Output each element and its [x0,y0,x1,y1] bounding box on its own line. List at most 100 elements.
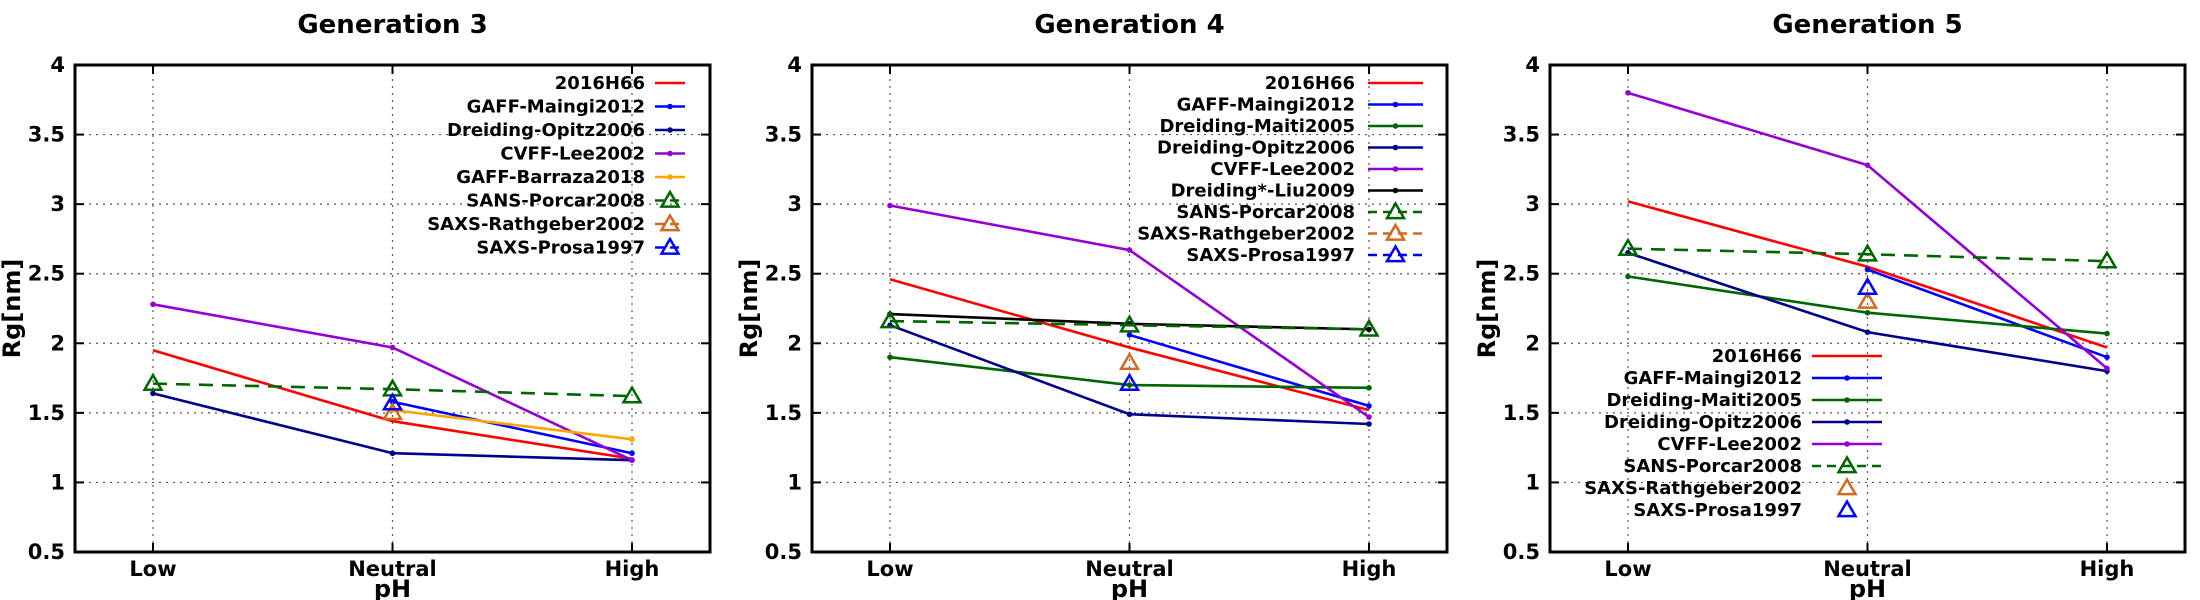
legend-label: GAFF-Barraza2018 [456,167,645,188]
legend-marker [1384,201,1407,220]
data-point [1625,273,1631,280]
data-point [1126,411,1133,418]
legend-entry: Dreiding-Maiti2005 [1606,390,1882,411]
y-tick-label: 1.5 [765,401,802,425]
series-line [392,408,633,441]
data-point [887,202,893,209]
series-line [889,278,1370,412]
legend-label: CVFF-Lee2002 [1210,159,1355,180]
legend-label: GAFF-Maingi2012 [1624,368,1802,389]
legend-marker [1392,101,1399,108]
legend-marker [1836,455,1858,474]
data-point [381,392,404,411]
legend-marker [1836,499,1858,518]
legend-label: SAXS-Rathgeber2002 [427,214,645,235]
legend-entry: SAXS-Rathgeber2002 [1137,222,1423,245]
series-GAFF-Maingi2012 [1126,332,1372,409]
data-point [1864,329,1871,335]
series-CVFF-Lee2002 [887,202,1372,420]
y-tick-label: 3 [1525,192,1540,216]
legend-entry: GAFF-Maingi2012 [1177,95,1423,116]
series-SAXS-Rathgeber2002 [1856,290,1879,309]
legend-marker [1392,187,1399,194]
y-tick-label: 1.5 [1503,401,1540,425]
y-tick-label: 1.5 [28,401,65,425]
legend-entry: CVFF-Lee2002 [1210,159,1423,180]
legend-label: Dreiding-Maiti2005 [1159,116,1355,137]
legend-marker [667,174,673,180]
series-line [152,348,633,461]
y-axis-label: Rg[nm] [0,259,26,359]
series-Dreiding-Maiti2005 [887,354,1372,391]
legend-entry: GAFF-Maingi2012 [467,97,685,118]
series-GAFF-Maingi2012 [389,398,635,457]
plot-frame [73,63,712,554]
y-tick-label: 0.5 [1503,540,1540,564]
series-SAXS-Prosa1997 [1118,372,1141,392]
legend-label: SANS-Porcar2008 [1176,202,1355,223]
series-2016H66 [889,278,1370,412]
series-SAXS-Rathgeber2002 [1118,351,1141,371]
y-tick-label: 1 [1525,470,1540,494]
legend-marker [1392,123,1399,129]
series-Dreiding-Maiti2005 [1625,273,2110,337]
y-tick-label: 4 [50,53,65,77]
series-SANS-Porcar2008 [142,372,643,404]
chart-panel-3: Generation 5 0.5 1 1.5 2 2.5 3 3.5 4 Low Neutral Hi… [1473,10,2187,600]
data-point [381,401,404,421]
data-point [1864,309,1871,316]
y-tick-label: 3 [787,192,802,216]
legend-marker [1836,477,1858,496]
legend-entry: SANS-Porcar2008 [1176,201,1423,223]
y-tick-label: 4 [787,53,802,77]
data-point [1366,326,1372,333]
data-point [1366,421,1372,427]
series-line [152,382,633,398]
series-SANS-Porcar2008 [879,310,1380,337]
data-point [1126,382,1133,388]
series-SAXS-Prosa1997 [1856,276,1879,295]
series-SAXS-Rathgeber2002 [381,401,404,421]
legend-entry: SANS-Porcar2008 [1623,455,1882,477]
legend-marker [659,213,681,232]
legend-label: Dreiding-Maiti2005 [1606,390,1802,411]
chart-panel-1: Generation 3 0.5 1 1.5 2 2.5 3 3.5 4 Low Neutral Hi… [0,10,712,600]
data-point [1366,385,1372,391]
legend-label: SAXS-Rathgeber2002 [1584,478,1802,499]
legend-entry: Dreiding-Opitz2006 [447,120,685,141]
x-tick-label: High [1342,557,1397,581]
data-point [1118,372,1141,392]
legend-entry: 2016H66 [1712,346,1882,367]
legend-entry: 2016H66 [1265,73,1423,94]
data-point [629,436,635,443]
y-axis-label: Rg[nm] [735,259,763,359]
legend-label: CVFF-Lee2002 [1657,434,1802,455]
y-tick-label: 1 [50,470,65,494]
data-point [1856,276,1879,295]
x-tick-label: Low [866,557,913,581]
series-SANS-Porcar2008 [1617,237,2118,269]
data-point [389,344,396,351]
x-tick-label: High [605,557,660,581]
legend-entry: SAXS-Prosa1997 [1633,499,1858,521]
legend-entry: Dreiding-Maiti2005 [1159,116,1423,137]
legend-marker [1392,166,1399,172]
legend-label: Dreiding-Opitz2006 [1157,138,1355,159]
legend-label: Dreiding-Opitz2006 [1604,412,1802,433]
legend-label: SAXS-Prosa1997 [1186,245,1355,266]
legend-entry: Dreiding-Opitz2006 [1157,138,1423,159]
legend-entry: GAFF-Barraza2018 [456,167,685,188]
series-line [392,400,633,455]
legend-entry: Dreiding-Opitz2006 [1604,412,1882,433]
legend-entry: 2016H66 [555,73,685,94]
y-tick-label: 2.5 [28,262,65,286]
x-tick-label: Low [1604,557,1651,581]
legend-entry: SAXS-Rathgeber2002 [1584,477,1858,499]
data-point [1366,403,1372,409]
y-tick-label: 2 [1525,331,1540,355]
x-tick-label: Low [129,557,176,581]
y-tick-label: 2 [50,331,65,355]
data-point [150,301,156,308]
data-point [1864,266,1871,273]
data-point [2104,365,2110,372]
